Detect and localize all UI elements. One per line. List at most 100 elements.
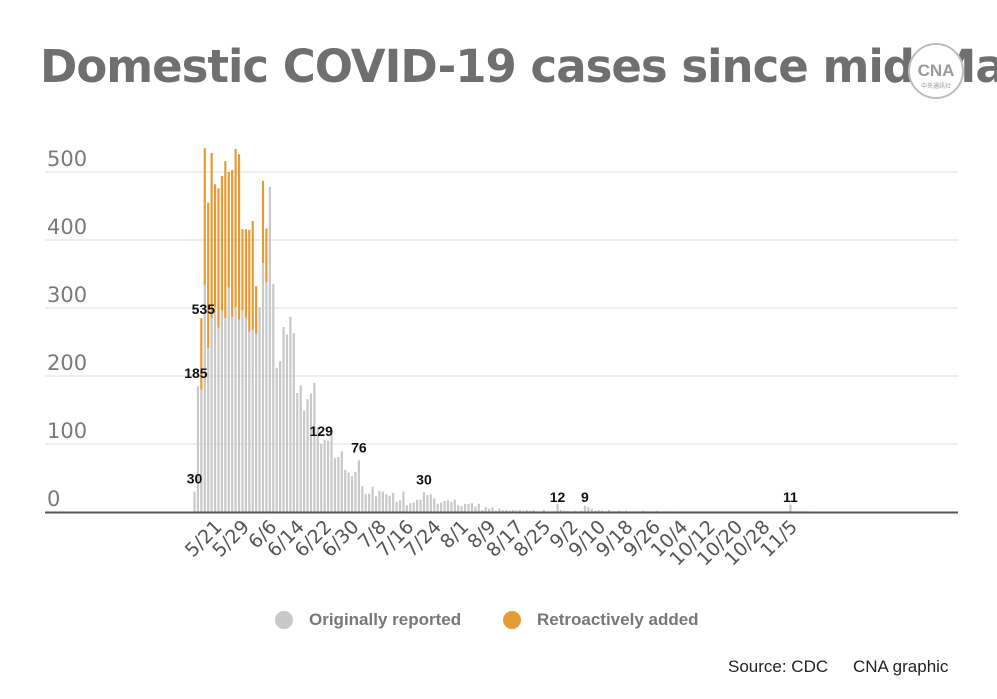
bar-retro-13	[237, 154, 241, 320]
bar-original-116	[590, 508, 593, 512]
bar-original-49	[361, 486, 364, 512]
bar-original-97	[525, 509, 528, 512]
bar-original-98	[529, 510, 532, 512]
data-label: 11	[783, 489, 798, 505]
bar-original-118	[597, 509, 600, 512]
legend-label-retro: Retroactively added	[537, 610, 699, 629]
bar-original-44	[344, 469, 347, 512]
bar-original-174	[789, 504, 792, 512]
bar-original-70	[433, 498, 436, 512]
source-note: Source: CDC	[728, 657, 829, 676]
bar-original-51	[368, 493, 371, 512]
bar-original-46	[350, 475, 354, 512]
bar-original-0	[193, 491, 196, 512]
bar-retro-7	[217, 188, 220, 328]
data-label: 30	[416, 471, 432, 487]
data-label: 76	[351, 439, 367, 455]
data-label: 129	[310, 423, 334, 439]
bar-original-93	[511, 509, 515, 512]
bar-original-28	[289, 316, 292, 512]
bar-original-33	[306, 399, 309, 512]
bar-original-18	[255, 333, 258, 512]
bar-retro-16	[248, 229, 251, 332]
data-label: 9	[581, 489, 589, 505]
legend-item-original: Originally reported	[275, 610, 461, 630]
bar-original-53	[374, 496, 378, 512]
data-label: 30	[187, 471, 203, 487]
bar-retro-3	[203, 148, 206, 285]
grid-lines	[45, 171, 958, 445]
bar-original-111	[573, 510, 576, 512]
bar-original-76	[453, 499, 456, 512]
bar-original-40	[330, 429, 333, 512]
bar-retro-2	[200, 318, 203, 390]
bar-original-37	[320, 444, 323, 512]
bar-retro-21	[265, 228, 268, 283]
bar-original-19	[258, 307, 261, 512]
bar-original-39	[326, 440, 330, 512]
y-tick-label-400: 400	[47, 215, 87, 239]
logo-text: CNA	[918, 61, 955, 80]
y-tick-label-100: 100	[47, 419, 87, 443]
bar-original-107	[559, 509, 563, 512]
bar-original-90	[501, 509, 504, 512]
bar-original-57	[388, 495, 391, 512]
bar-original-66	[419, 499, 422, 512]
bar-retro-6	[213, 184, 217, 308]
bar-original-82	[474, 506, 477, 512]
bar-original-64	[412, 502, 415, 512]
bar-original-61	[402, 491, 405, 512]
bar-original-102	[542, 509, 545, 512]
bar-retro-12	[234, 148, 237, 308]
bar-original-60	[398, 500, 402, 512]
bar-original-24	[275, 367, 278, 512]
y-tick-label-200: 200	[47, 351, 87, 375]
bar-original-95	[518, 509, 521, 512]
bar-original-99	[532, 509, 535, 512]
bar-original-115	[587, 507, 590, 512]
bar-original-9	[224, 318, 227, 512]
bar-original-43	[340, 451, 343, 512]
bar-original-85	[484, 507, 487, 512]
bar-original-96	[522, 510, 525, 512]
bar-original-131	[642, 510, 645, 512]
bar-original-88	[494, 510, 497, 512]
bar-original-59	[395, 501, 398, 512]
y-tick-label-300: 300	[47, 283, 87, 307]
bar-original-119	[600, 510, 604, 512]
bar-original-109	[566, 510, 569, 512]
bar-original-14	[241, 310, 244, 512]
bar-original-69	[429, 494, 432, 512]
bar-original-32	[303, 410, 306, 512]
bar-retro-14	[241, 229, 244, 311]
bar-original-124	[618, 510, 621, 512]
bar-original-5	[210, 318, 213, 512]
bar-original-56	[385, 494, 388, 512]
bars	[193, 148, 809, 512]
bar-original-54	[378, 490, 381, 512]
bar-original-106	[556, 503, 559, 512]
bar-original-41	[333, 458, 337, 512]
bar-original-80	[467, 503, 470, 512]
bar-original-78	[460, 505, 463, 512]
bar-original-114	[583, 505, 587, 512]
bar-original-16	[248, 331, 251, 512]
bar-original-62	[405, 505, 408, 512]
bar-original-71	[436, 503, 439, 512]
bar-original-2	[200, 389, 203, 512]
bar-original-38	[323, 439, 326, 512]
bar-original-31	[299, 385, 302, 512]
bar-original-23	[272, 284, 275, 512]
bar-original-6	[213, 307, 217, 512]
bar-original-67	[422, 492, 426, 512]
bar-original-75	[450, 501, 453, 512]
bar-original-92	[508, 510, 511, 512]
y-tick-label-500: 500	[47, 147, 87, 171]
bar-original-13	[237, 319, 241, 512]
bar-original-79	[463, 503, 467, 512]
bar-original-91	[505, 509, 508, 512]
bar-original-29	[292, 333, 295, 512]
bar-retro-8	[220, 176, 223, 311]
